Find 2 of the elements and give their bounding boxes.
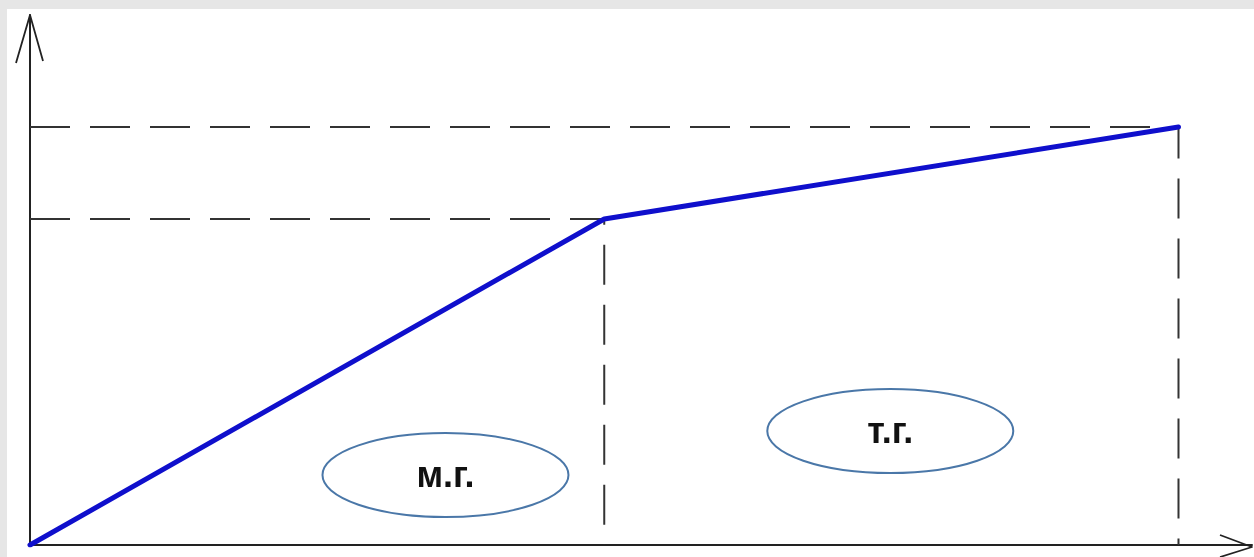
annotation: м.г. [416,454,475,496]
annotation: т.г. [867,410,914,452]
